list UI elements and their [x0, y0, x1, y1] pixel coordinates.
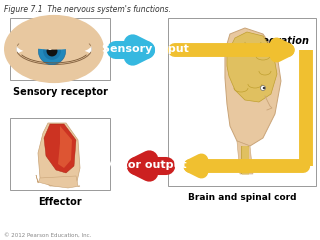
Text: © 2012 Pearson Education, Inc.: © 2012 Pearson Education, Inc. — [4, 233, 92, 238]
Text: Sensory receptor: Sensory receptor — [12, 87, 108, 97]
Polygon shape — [227, 32, 277, 102]
Circle shape — [38, 35, 66, 63]
Ellipse shape — [16, 47, 92, 66]
FancyBboxPatch shape — [10, 118, 110, 190]
Text: Sensory input: Sensory input — [101, 44, 188, 54]
Ellipse shape — [4, 15, 104, 83]
Polygon shape — [38, 123, 80, 186]
Circle shape — [43, 39, 61, 59]
Text: Motor output: Motor output — [104, 160, 186, 170]
Polygon shape — [44, 124, 76, 173]
Circle shape — [260, 85, 266, 90]
Circle shape — [46, 43, 58, 55]
Text: Brain and spinal cord: Brain and spinal cord — [188, 193, 296, 202]
Circle shape — [48, 46, 52, 50]
Polygon shape — [225, 28, 281, 146]
Polygon shape — [36, 175, 80, 188]
Text: Effector: Effector — [38, 197, 82, 207]
Text: Figure 7.1  The nervous system's functions.: Figure 7.1 The nervous system's function… — [4, 5, 171, 14]
Circle shape — [38, 37, 66, 65]
Ellipse shape — [17, 34, 92, 65]
Polygon shape — [237, 141, 253, 174]
Polygon shape — [58, 126, 72, 168]
FancyBboxPatch shape — [168, 18, 316, 186]
Circle shape — [48, 43, 52, 48]
Text: Integration: Integration — [248, 36, 310, 46]
FancyBboxPatch shape — [10, 18, 110, 80]
Circle shape — [263, 87, 265, 89]
Circle shape — [43, 42, 61, 60]
Ellipse shape — [17, 31, 92, 50]
Ellipse shape — [16, 32, 92, 56]
Circle shape — [46, 46, 58, 56]
